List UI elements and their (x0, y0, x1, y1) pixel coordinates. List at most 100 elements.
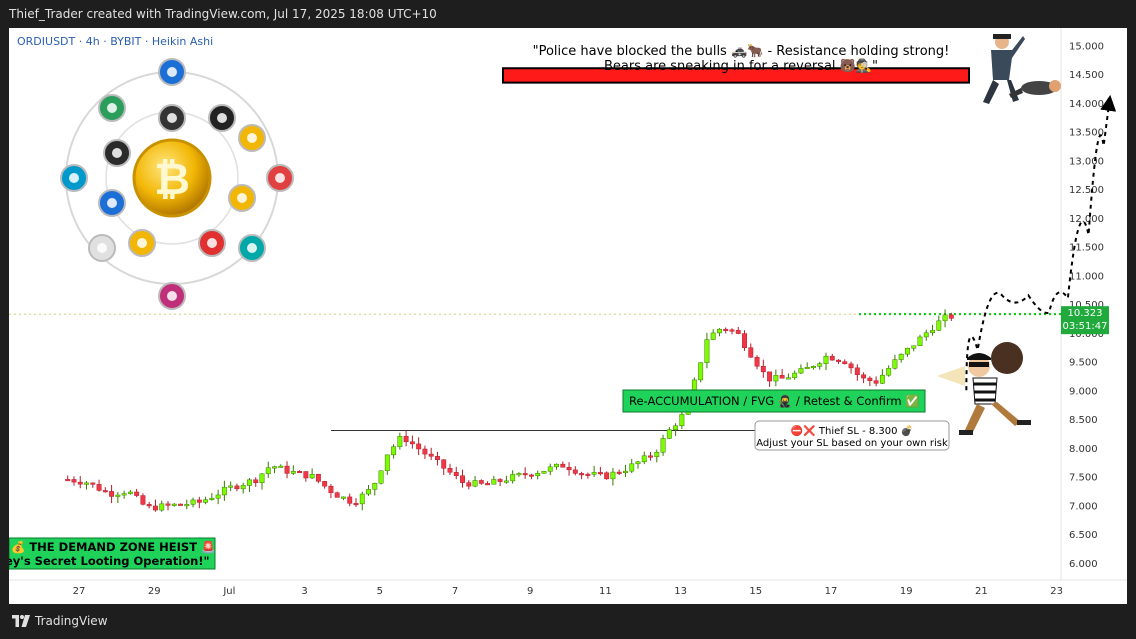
candle-body (171, 503, 177, 506)
svg-text:₿: ₿ (154, 154, 190, 205)
candle-body (717, 328, 722, 334)
price-tick: 7.000 (1069, 501, 1098, 512)
candle-body (742, 333, 747, 348)
candle-body (146, 504, 152, 507)
candle-body (704, 339, 710, 363)
candle-body (579, 473, 585, 476)
candle-body (836, 359, 841, 362)
candle-body (334, 492, 340, 498)
candle-body (435, 456, 440, 460)
resistance-zone[interactable] (502, 67, 970, 84)
price-tick: 13.500 (1069, 128, 1104, 139)
demand-zone-heist-label[interactable]: 💰 THE DEMAND ZONE HEIST 🚨 ey's Secret Lo… (9, 537, 216, 570)
candle-body (854, 367, 860, 375)
candle-body (585, 473, 591, 476)
candle-body (347, 496, 353, 504)
time-tick: 11 (599, 586, 612, 597)
candle-body (77, 481, 83, 485)
last-price-value: 10.323 (1068, 308, 1103, 319)
candle-body (259, 473, 265, 484)
candle-body (785, 377, 791, 380)
xrp-icon (103, 139, 131, 167)
stop-loss-callout[interactable]: ⛔❌ Thief SL - 8.300 💣 Adjust your SL bas… (754, 420, 950, 451)
candle-body (190, 499, 196, 505)
tradingview-logo[interactable]: TradingView (12, 614, 108, 628)
time-tick: 7 (452, 586, 458, 597)
candle-body (428, 453, 434, 457)
candle-body (240, 485, 246, 490)
tron-icon (198, 229, 226, 257)
price-chart[interactable]: 6.000 6.500 7.000 7.500 8.000 8.500 9.000 9.500… (9, 28, 1127, 604)
candle-body (153, 505, 158, 511)
candle-body (503, 480, 509, 483)
litecoin-icon (98, 189, 126, 217)
attribution-text: Thief_Trader created with TradingView.co… (9, 7, 437, 21)
candle-body (648, 455, 653, 458)
candle-body (491, 479, 497, 485)
price-tick: 11.000 (1069, 271, 1104, 282)
candle-body (203, 499, 209, 503)
candle-body (253, 479, 259, 484)
crypto-coins-illustration: ₿ (60, 58, 294, 310)
chainlink-icon (238, 234, 266, 262)
solana-icon (88, 234, 116, 262)
candle-body (284, 465, 290, 474)
candle-body (948, 314, 954, 319)
candle-body (121, 493, 127, 496)
candle-body (290, 471, 296, 474)
candle-body (215, 494, 221, 499)
candle-body (679, 414, 685, 427)
candle-body (165, 503, 171, 506)
candle-body (372, 482, 378, 490)
last-price-label[interactable]: 10.323 03:51:47 (1061, 306, 1109, 335)
candle-body (478, 480, 484, 484)
candle-body (641, 455, 647, 463)
time-tick: 9 (527, 586, 533, 597)
candle-body (184, 504, 190, 507)
symbol-info[interactable]: ORDIUSDT · 4h · BYBIT · Heikin Ashi (17, 35, 213, 48)
candle-body (366, 489, 371, 495)
candle-body (422, 448, 428, 455)
price-tick: 15.000 (1069, 41, 1104, 52)
price-axis[interactable]: 6.000 6.500 7.000 7.500 8.000 8.500 9.000 9.500… (1069, 41, 1104, 570)
candle-body (629, 463, 635, 472)
candle-body (566, 466, 572, 471)
candle-body (140, 495, 146, 505)
tradingview-logo-icon (12, 615, 30, 627)
price-tick: 14.000 (1069, 99, 1104, 110)
bitcoin-cash-icon (128, 229, 156, 257)
time-axis[interactable]: 27 29 Jul 3 5 7 9 11 13 15 17 19 21 23 (73, 586, 1063, 597)
candle-body (923, 332, 929, 338)
candle-body (115, 494, 121, 497)
candle-body (735, 330, 741, 334)
candle-body (754, 357, 760, 367)
candle-body (409, 441, 415, 445)
candle-body (942, 314, 948, 322)
chart-frame[interactable]: 6.000 6.500 7.000 7.500 8.000 8.500 9.000 9.500… (9, 28, 1127, 604)
reaccumulation-label[interactable]: Re-ACCUMULATION / FVG 🥷 / Retest & Confi… (622, 389, 926, 413)
candle-body (616, 471, 622, 474)
candle-body (635, 461, 641, 465)
candle-body (879, 374, 885, 384)
candle-body (510, 474, 516, 482)
candle-body (604, 472, 610, 480)
candle-body (265, 467, 271, 475)
time-tick: Jul (222, 586, 235, 597)
candle-body (359, 493, 365, 505)
avalanche-icon (266, 164, 294, 192)
candle-body (660, 438, 666, 453)
candle-body (529, 474, 534, 477)
tether-icon (98, 94, 126, 122)
candle-body (748, 347, 754, 358)
candle-body (610, 471, 616, 480)
bitcoin-icon (132, 138, 212, 218)
heist-line-1: 💰 THE DEMAND ZONE HEIST 🚨 (11, 540, 215, 554)
heist-line-2: ey's Secret Looting Operation!" (9, 554, 210, 568)
candles[interactable] (65, 309, 954, 512)
price-tick: 13.000 (1069, 156, 1104, 167)
candle-body (278, 465, 284, 468)
candle-body (522, 473, 528, 476)
candle-body (535, 473, 541, 477)
candle-body (403, 436, 409, 442)
candle-body (397, 436, 403, 447)
